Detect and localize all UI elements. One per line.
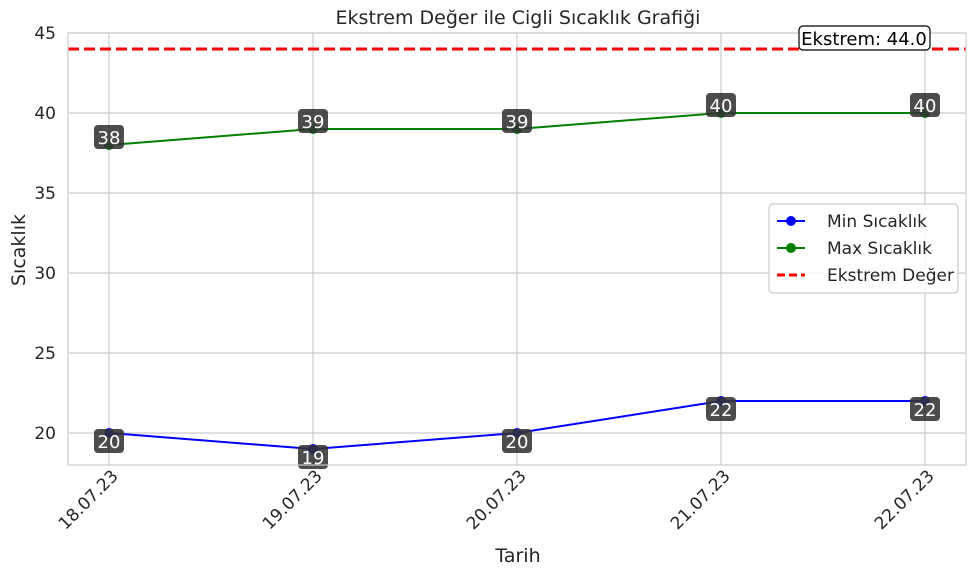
x-tick-label: 21.07.23	[667, 466, 735, 534]
data-label: 39	[302, 112, 325, 133]
legend-marker	[786, 243, 796, 253]
data-label: 20	[98, 432, 121, 453]
annotation-box	[798, 25, 931, 51]
data-label: 40	[914, 96, 937, 117]
x-tick-label: 20.07.23	[463, 466, 531, 534]
annotation-text: Ekstrem: 44.0	[801, 29, 927, 50]
data-label-box	[298, 445, 328, 469]
y-tick-label: 45	[34, 24, 56, 44]
x-tick-label: 22.07.23	[871, 466, 939, 534]
data-label-box	[502, 109, 532, 133]
y-tick-label: 40	[34, 104, 56, 124]
y-tick-label: 35	[34, 184, 56, 204]
data-label-box	[94, 429, 124, 453]
data-label: 22	[914, 400, 937, 421]
legend-label: Max Sıcaklık	[827, 239, 932, 259]
annotation: Ekstrem: 44.0	[798, 25, 931, 51]
y-axis-title: Sıcaklık	[8, 214, 30, 286]
data-label-box	[910, 397, 940, 421]
data-label: 40	[710, 96, 733, 117]
data-label: 39	[506, 112, 529, 133]
data-label-box	[910, 93, 940, 117]
y-tick-label: 30	[34, 264, 56, 284]
legend-marker	[786, 216, 796, 226]
data-label: 38	[98, 128, 121, 149]
legend-label: Ekstrem Değer	[827, 266, 954, 286]
x-axis-title: Tarih	[494, 545, 540, 567]
data-label: 19	[302, 448, 325, 469]
data-label-box	[706, 397, 736, 421]
y-tick-label: 20	[34, 424, 56, 444]
data-label: 20	[506, 432, 529, 453]
data-label: 22	[710, 400, 733, 421]
legend-label: Min Sıcaklık	[827, 212, 927, 232]
x-tick-label: 18.07.23	[55, 466, 123, 534]
legend: Min Sıcaklık Max Sıcaklık Ekstrem Değer	[768, 203, 959, 294]
legend-box	[768, 203, 959, 294]
data-label-box	[298, 109, 328, 133]
x-tick-label: 19.07.23	[259, 466, 327, 534]
chart-title: Ekstrem Değer ile Cigli Sıcaklık Grafiği	[336, 7, 701, 29]
data-label-box	[94, 125, 124, 149]
plot-frame	[67, 32, 967, 466]
data-label-box	[706, 93, 736, 117]
data-label-layer: 20 19 20 22 22 38 39 39 40 40	[94, 93, 940, 469]
y-tick-label: 25	[34, 344, 56, 364]
data-label-box	[502, 429, 532, 453]
